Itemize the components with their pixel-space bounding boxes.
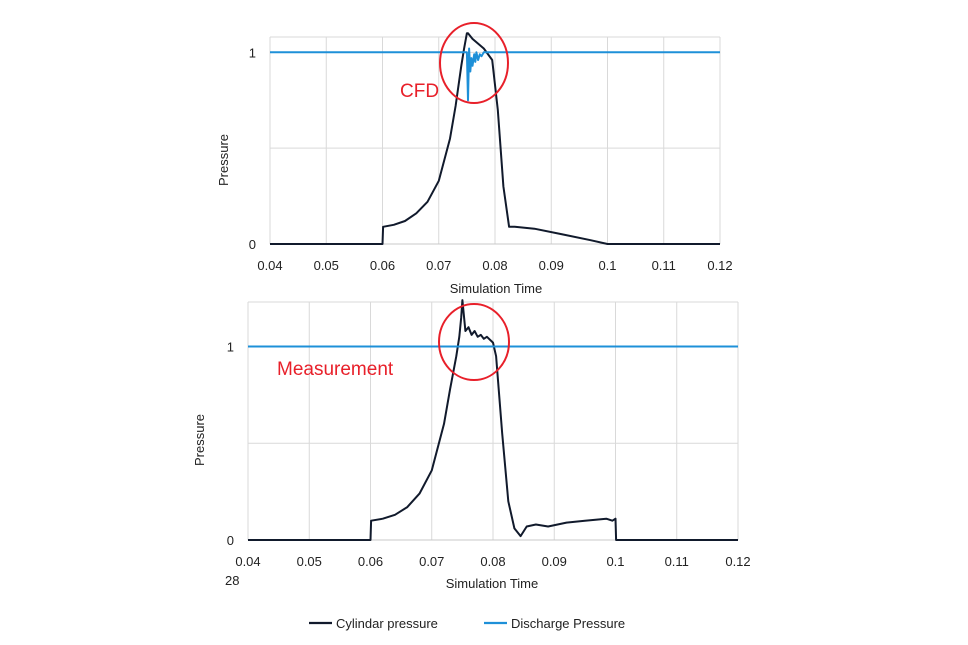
cfd-y-axis-title: Pressure — [216, 134, 231, 186]
cfd-x-tick-label: 0.04 — [257, 258, 282, 273]
cfd-x-tick-label: 0.06 — [370, 258, 395, 273]
legend-label-discharge: Discharge Pressure — [511, 616, 625, 631]
measurement-grid — [247, 301, 739, 541]
measurement-annotation: Measurement — [277, 359, 394, 380]
legend: Cylindar pressure Discharge Pressure — [309, 616, 625, 631]
cfd-marks — [270, 32, 720, 245]
cfd-x-tick-label: 0.05 — [314, 258, 339, 273]
cfd-chart: 0.04 0.05 0.06 0.07 0.08 0.09 0.1 0.11 0.12 0 1 Si… — [216, 22, 733, 296]
measurement-x-tick-label: 0.05 — [297, 554, 322, 569]
measurement-x-tick-label: 0.06 — [358, 554, 383, 569]
cfd-annotation: CFD — [400, 81, 439, 102]
legend-label-cylinder: Cylindar pressure — [336, 616, 438, 631]
measurement-y-tick-label: 1 — [227, 340, 234, 355]
cfd-x-tick-label: 0.11 — [652, 258, 676, 273]
measurement-tick-labels: 0.04 0.05 0.06 0.07 0.08 0.09 0.1 0.11 0.12 0 1 — [227, 340, 751, 569]
measurement-series-cylinder-pressure-line — [248, 299, 738, 541]
measurement-chart: 0.04 0.05 0.06 0.07 0.08 0.09 0.1 0.11 0.12 0 1 Si… — [192, 299, 751, 591]
measurement-highlight-circle — [438, 303, 510, 381]
cfd-x-tick-label: 0.12 — [707, 258, 732, 273]
cfd-x-tick-label: 0.1 — [598, 258, 616, 273]
measurement-x-tick-label: 0.1 — [606, 554, 624, 569]
footnote-number: 28 — [225, 573, 239, 588]
measurement-x-tick-label: 0.08 — [480, 554, 505, 569]
cfd-grid — [269, 36, 721, 245]
measurement-x-tick-label: 0.11 — [665, 554, 689, 569]
cfd-x-tick-label: 0.07 — [426, 258, 451, 273]
measurement-y-tick-label: 0 — [227, 533, 234, 548]
cfd-x-tick-label: 0.08 — [482, 258, 507, 273]
measurement-y-axis-title: Pressure — [192, 414, 207, 466]
cfd-y-tick-label: 1 — [249, 45, 256, 60]
cfd-tick-labels: 0.04 0.05 0.06 0.07 0.08 0.09 0.1 0.11 0.12 0 1 — [249, 45, 733, 273]
measurement-marks — [248, 299, 738, 541]
cfd-x-tick-label: 0.09 — [539, 258, 564, 273]
cfd-x-axis-title: Simulation Time — [450, 281, 542, 296]
measurement-x-tick-label: 0.07 — [419, 554, 444, 569]
measurement-x-tick-label: 0.12 — [725, 554, 750, 569]
cfd-series-discharge-pressure-line — [270, 47, 720, 102]
measurement-x-axis-title: Simulation Time — [446, 576, 538, 591]
cfd-series-cylinder-pressure-line — [270, 32, 720, 245]
cfd-highlight-circle — [439, 22, 509, 104]
measurement-x-tick-label: 0.04 — [235, 554, 260, 569]
measurement-x-tick-label: 0.09 — [542, 554, 567, 569]
cfd-y-tick-label: 0 — [249, 237, 256, 252]
